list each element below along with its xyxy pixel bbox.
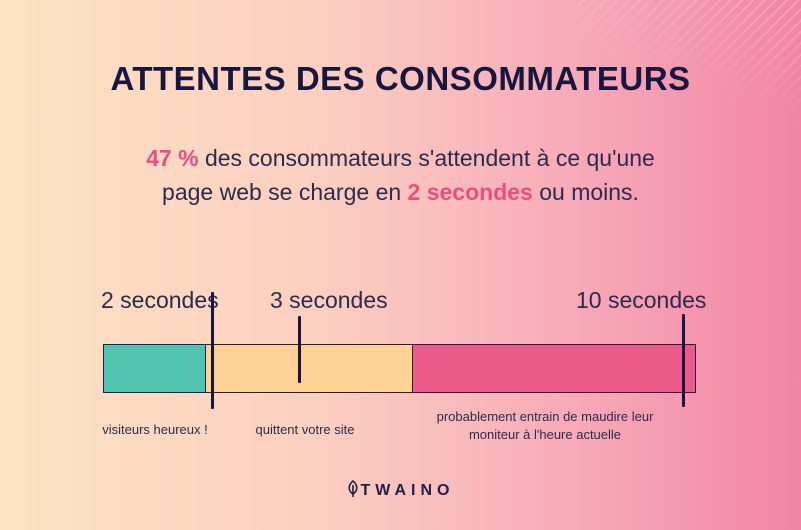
page-title: ATTENTES DES CONSOMMATEURS [110,60,691,97]
segment-label-curse: probablement entrain de maudire leur mon… [420,408,670,444]
subtitle-text-1: des consommateurs s'attendent à ce qu'un… [198,145,655,171]
brand-logo: TWAINO [0,479,801,503]
segment-label-curse-line2: moniteur à l'heure actuelle [468,427,622,442]
marker-label-3s: 3 secondes [270,287,388,313]
marker-label-2s: 2 secondes [101,287,219,313]
stat-highlight: 47 % [146,145,199,171]
tick-marker-10s [682,314,685,407]
segment-label-leave: quittent votre site [255,422,355,437]
segment-happy [104,345,206,392]
segment-label-curse-line1: probablement entrain de maudire leur [436,409,654,424]
subtitle-text-2: page web se charge en [162,179,408,205]
tick-marker-2s [211,292,214,409]
marker-label-10s: 10 secondes [576,287,707,313]
segment-leave [206,345,413,392]
tick-marker-3s [298,316,301,383]
subtitle-line-1: 47 % des consommateurs s'attendent à ce … [0,141,801,175]
timeline-bar [103,344,696,393]
segment-label-happy: visiteurs heureux ! [102,422,208,437]
leaf-icon [347,479,359,503]
brand-name: TWAINO [360,482,455,499]
segment-curse [413,345,695,392]
subtitle: 47 % des consommateurs s'attendent à ce … [0,141,801,209]
subtitle-text-3: ou moins. [532,179,639,205]
subtitle-line-2: page web se charge en 2 secondes ou moin… [0,175,801,209]
seconds-highlight: 2 secondes [407,179,533,205]
decorative-stripes [571,0,801,110]
